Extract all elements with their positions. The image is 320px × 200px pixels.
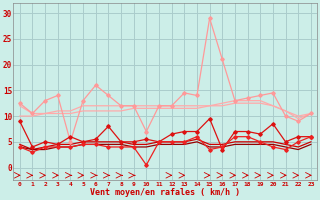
X-axis label: Vent moyen/en rafales ( km/h ): Vent moyen/en rafales ( km/h ): [90, 188, 240, 197]
